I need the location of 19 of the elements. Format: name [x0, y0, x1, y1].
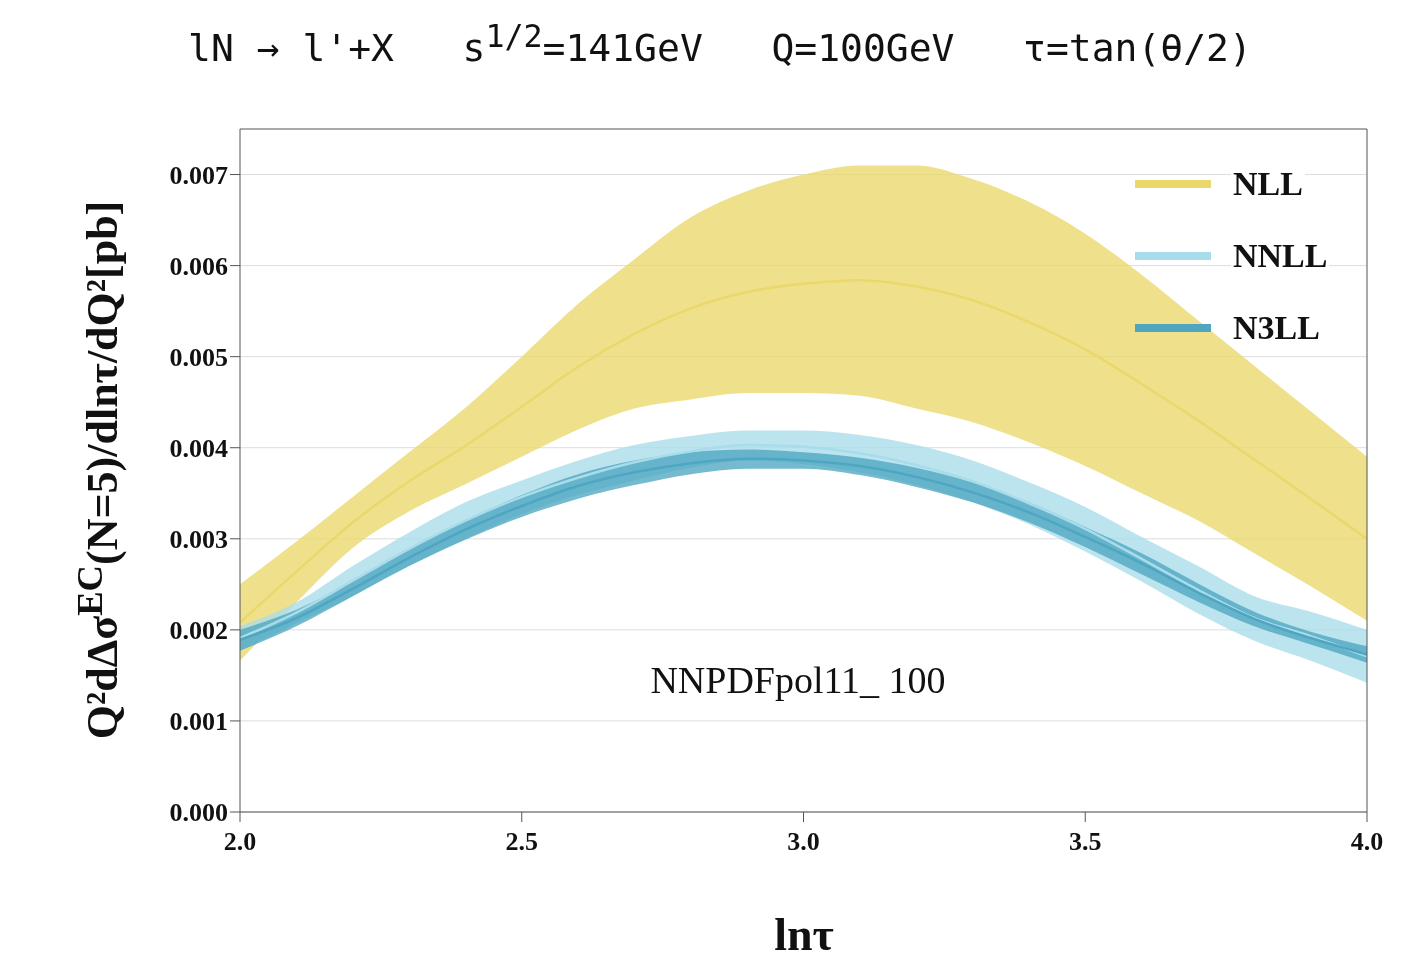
- y-tick-label: 0.004: [169, 433, 228, 463]
- y-tick-label: 0.001: [169, 707, 228, 737]
- x-tick-label: 3.5: [1069, 827, 1102, 857]
- x-tick-label: 4.0: [1350, 827, 1384, 857]
- chart-title: lN → l'+X s$^{1/2}$=141GeV Q=100GeV τ=tan(θ/2): [188, 18, 1253, 70]
- legend-label: NNLL: [1231, 237, 1330, 275]
- x-tick-label: 2.5: [505, 827, 538, 857]
- annotation: NNPDFpol11_ 100: [649, 658, 947, 702]
- y-tick-label: 0.003: [169, 525, 228, 555]
- y-tick-label: 0.000: [169, 798, 228, 828]
- y-tick-label: 0.002: [169, 616, 228, 646]
- y-tick-label: 0.007: [169, 160, 228, 190]
- legend-label: NLL: [1231, 165, 1305, 203]
- x-axis-title: lnτ: [773, 908, 835, 961]
- y-tick-label: 0.006: [169, 251, 228, 281]
- y-tick-label: 0.005: [169, 342, 228, 372]
- x-tick-label: 2.0: [223, 827, 257, 857]
- legend-label: N3LL: [1231, 309, 1322, 347]
- x-tick-label: 3.0: [787, 827, 820, 857]
